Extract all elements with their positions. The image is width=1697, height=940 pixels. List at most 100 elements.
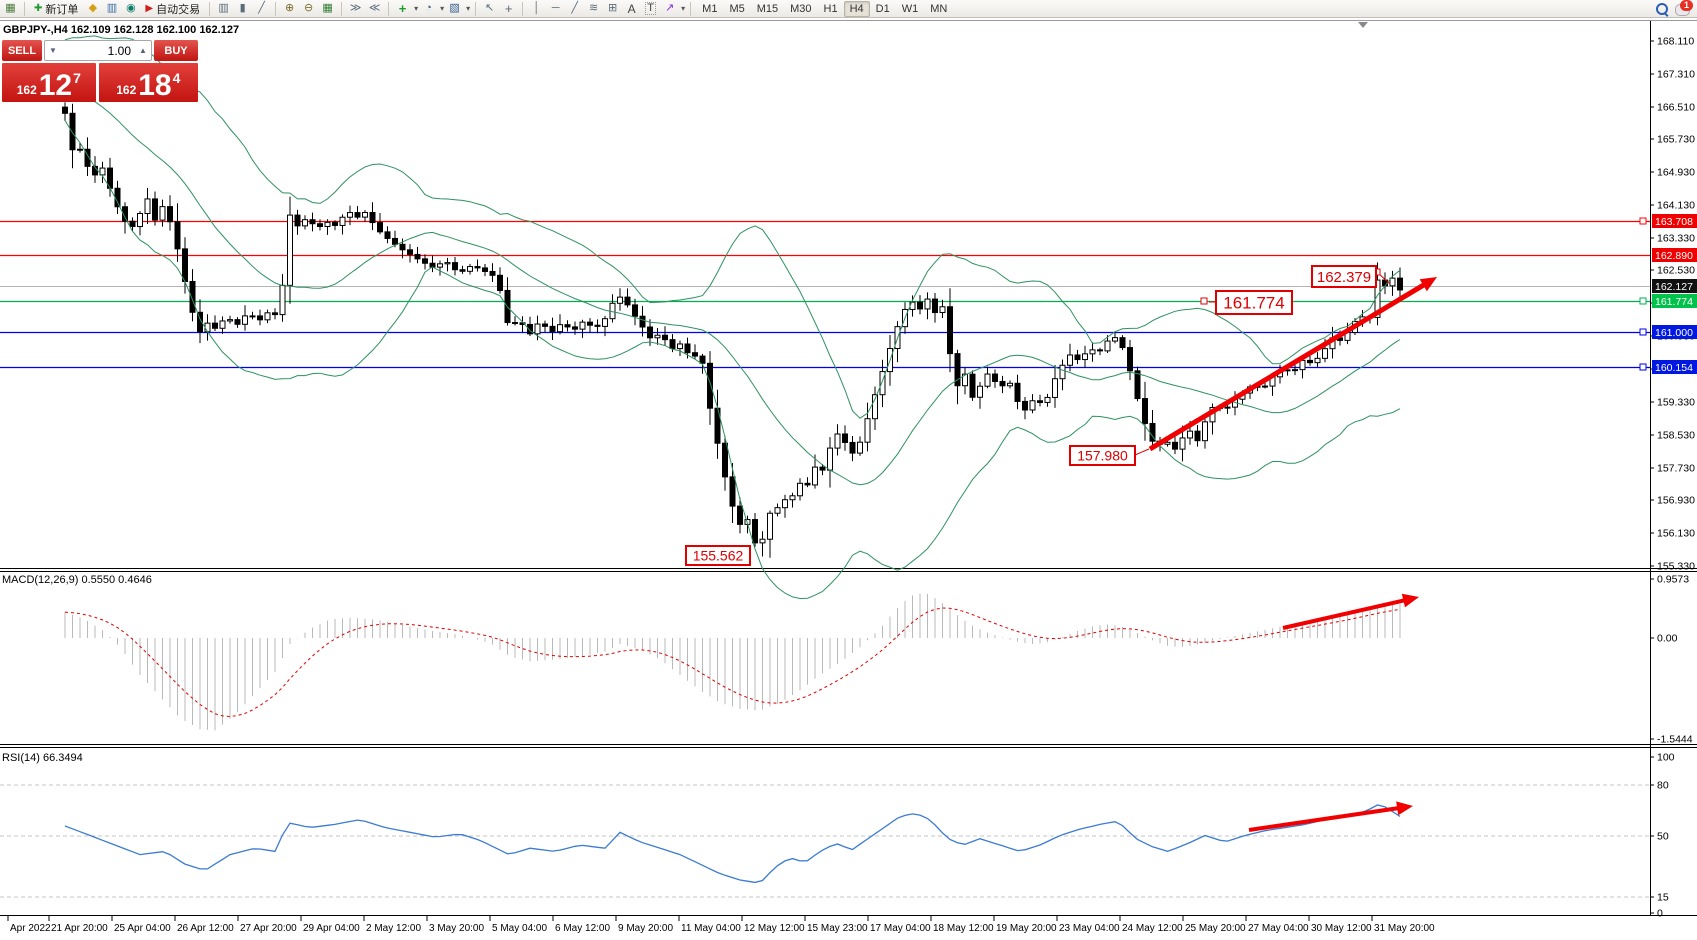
chart-frame [0, 20, 1697, 916]
fibonacci-tool-icon[interactable] [585, 1, 602, 16]
text-tool-icon[interactable] [623, 1, 640, 16]
trend-arrow-1[interactable] [1148, 277, 1437, 452]
price-annotation-162.379[interactable]: 162.379 [1311, 265, 1391, 288]
auto-scroll-icon[interactable] [347, 1, 364, 16]
buy-button[interactable]: BUY [154, 40, 198, 61]
volume-increase-icon[interactable]: ▲ [139, 46, 147, 55]
new-chart-icon[interactable] [2, 1, 19, 16]
rsi-indicator-label: RSI(14) 66.3494 [2, 752, 83, 764]
price-level-line-160.154[interactable]: 160.154 [0, 360, 1697, 374]
timeframe-button-h4[interactable]: H4 [843, 0, 870, 17]
time-axis[interactable]: Apr 2022 21 Apr 20:00 25 Apr 04:00 26 Apr 1… [7, 916, 1435, 934]
price-level-line-163.708[interactable]: 163.708 [0, 214, 1697, 228]
price-level-line-162.127[interactable]: 162.127 [0, 279, 1697, 293]
svg-text:165.730: 165.730 [1657, 134, 1695, 146]
svg-text:164.130: 164.130 [1657, 200, 1695, 212]
tile-windows-icon[interactable] [319, 1, 336, 16]
price-level-line-161.000[interactable]: 161.000 [0, 325, 1697, 339]
search-icon[interactable] [1655, 2, 1669, 17]
crosshair-tool-icon[interactable] [500, 1, 517, 16]
svg-text:15 May 23:00: 15 May 23:00 [807, 923, 868, 934]
trend-arrow-3[interactable] [1248, 801, 1413, 832]
arrows-tool-icon[interactable] [661, 1, 678, 16]
ask-price-panel[interactable]: 162 18 4 [98, 63, 198, 102]
svg-text:30 May 12:00: 30 May 12:00 [1311, 923, 1372, 934]
svg-text:162.127: 162.127 [1655, 281, 1693, 293]
svg-text:167.310: 167.310 [1657, 69, 1695, 81]
svg-text:162.890: 162.890 [1655, 250, 1693, 262]
timeframe-button-mn[interactable]: MN [930, 2, 948, 15]
svg-text:0.00: 0.00 [1657, 633, 1678, 645]
svg-text:-1.5444: -1.5444 [1657, 734, 1693, 746]
horizontal-line-tool-icon[interactable] [547, 1, 564, 16]
navigator-icon[interactable] [122, 1, 139, 16]
timeframe-button-w1[interactable]: W1 [901, 2, 919, 15]
auto-trading-label: 自动交易 [156, 3, 201, 16]
svg-text:24 May 12:00: 24 May 12:00 [1122, 923, 1183, 934]
arrows-dropdown-icon[interactable]: ▾ [681, 4, 686, 13]
grid-tool-icon[interactable] [604, 1, 621, 16]
price-level-line-161.774[interactable]: 161.774 [0, 294, 1697, 308]
svg-text:31 May 20:00: 31 May 20:00 [1374, 923, 1435, 934]
chart-shift-icon[interactable] [366, 1, 383, 16]
svg-text:Apr 2022: Apr 2022 [10, 923, 51, 934]
chart-shift-marker-icon[interactable] [1358, 22, 1368, 28]
trendline-tool-icon[interactable] [566, 1, 583, 16]
sell-button[interactable]: SELL [2, 40, 42, 61]
zoom-out-icon[interactable] [300, 1, 317, 16]
one-click-trading-panel: SELL ▼ 1.00 ▲ BUY 162 12 7 162 18 4 [2, 40, 198, 102]
cursor-tool-icon[interactable] [481, 1, 498, 16]
templates-dropdown-icon[interactable]: ▾ [466, 4, 471, 13]
bar-chart-icon[interactable] [215, 1, 232, 16]
timeframe-button-h1[interactable]: H1 [823, 2, 838, 15]
zoom-in-icon[interactable] [281, 1, 298, 16]
price-annotation-155.562[interactable]: 155.562 [685, 545, 751, 566]
line-chart-icon[interactable] [253, 1, 270, 16]
volume-stepper[interactable]: ▼ 1.00 ▲ [44, 40, 152, 61]
market-watch-icon[interactable] [103, 1, 120, 16]
toolbar-separator [522, 1, 524, 16]
volume-value[interactable]: 1.00 [107, 43, 131, 58]
auto-trading-button[interactable]: ▶ 自动交易 [141, 1, 204, 16]
price-level-line-162.890[interactable]: 162.890 [0, 248, 1697, 262]
svg-text:100: 100 [1657, 752, 1675, 764]
svg-text:155.330: 155.330 [1657, 561, 1695, 573]
macd-signal-line [64, 607, 1401, 718]
periods-icon[interactable] [420, 1, 437, 16]
svg-text:27 Apr 20:00: 27 Apr 20:00 [240, 923, 297, 934]
timeframe-button-m30[interactable]: M30 [790, 2, 812, 15]
price-annotation-161.774[interactable]: 161.774 [1200, 290, 1293, 315]
candlestick-chart-icon[interactable] [234, 1, 251, 16]
svg-text:2 May 12:00: 2 May 12:00 [366, 923, 421, 934]
timeframe-button-m1[interactable]: M1 [702, 2, 718, 15]
bollinger-bands [64, 35, 1401, 600]
timeframe-button-m15[interactable]: M15 [756, 2, 779, 15]
indicators-icon[interactable] [394, 1, 411, 16]
macd-histogram [64, 593, 1401, 731]
timeframe-button-m5[interactable]: M5 [729, 2, 745, 15]
templates-icon[interactable] [446, 1, 463, 16]
svg-text:157.730: 157.730 [1657, 463, 1695, 475]
metaeditor-icon[interactable] [84, 1, 101, 16]
price-annotation-157.980[interactable]: 157.980 [1069, 445, 1150, 466]
svg-text:162.379: 162.379 [1317, 269, 1371, 286]
macd-indicator-label: MACD(12,26,9) 0.5550 0.4646 [2, 574, 152, 586]
chart-ohlc-info: GBPJPY-,H4 162.109 162.128 162.100 162.1… [3, 24, 240, 36]
periods-dropdown-icon[interactable]: ▾ [440, 4, 445, 13]
trend-arrow-2[interactable] [1282, 593, 1419, 630]
new-order-label: 新订单 [45, 3, 79, 16]
vertical-line-tool-icon[interactable] [528, 1, 545, 16]
auto-trading-icon: ▶ [145, 2, 154, 14]
text-label-tool-icon[interactable] [642, 1, 659, 16]
svg-text:166.510: 166.510 [1657, 102, 1695, 114]
new-order-button[interactable]: ✚ 新订单 [30, 1, 82, 16]
new-order-plus-icon: ✚ [34, 2, 43, 14]
timeframe-button-d1[interactable]: D1 [875, 2, 890, 15]
svg-text:163.330: 163.330 [1657, 233, 1695, 245]
volume-decrease-icon[interactable]: ▼ [49, 46, 57, 55]
notifications-icon[interactable]: 1 [1675, 0, 1693, 16]
indicators-dropdown-icon[interactable]: ▾ [414, 4, 419, 13]
bid-price-panel[interactable]: 162 12 7 [2, 63, 96, 102]
